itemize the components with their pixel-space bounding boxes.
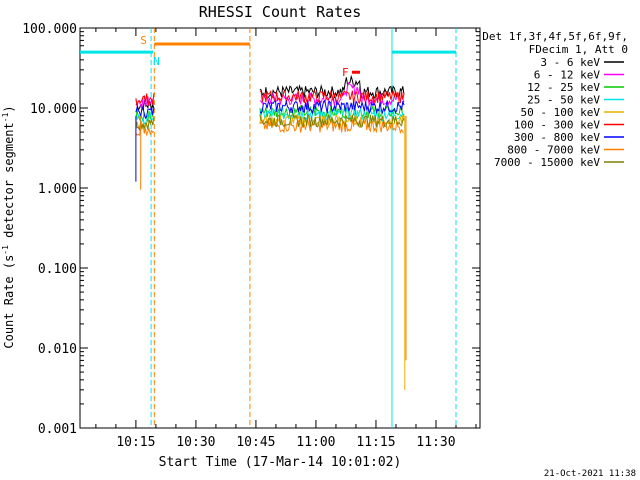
chart-title: RHESSI Count Rates — [199, 3, 362, 21]
legend-entry-label: 7000 - 15000 keV — [494, 156, 600, 169]
x-axis-label: Start Time (17-Mar-14 10:01:02) — [159, 455, 402, 470]
legend-entry-label: 3 - 6 keV — [540, 56, 600, 69]
trace-8 — [135, 124, 155, 137]
legend-entry-label: 100 - 300 keV — [514, 119, 600, 132]
flag-label: N — [153, 55, 160, 68]
timestamp: 21-Oct-2021 11:38 — [544, 469, 636, 479]
trace-8 — [259, 118, 404, 135]
legend-entry-label: 6 - 12 keV — [534, 69, 601, 82]
x-tick-label: 11:15 — [356, 435, 395, 450]
y-label-main: Count Rate (s — [2, 255, 16, 349]
y-label-sup: -1 — [1, 245, 10, 255]
y-label-sup2: -1 — [1, 112, 10, 122]
trace-7 — [135, 105, 155, 120]
trace-9 — [259, 113, 405, 129]
plot-frame — [79, 27, 481, 429]
legend-entry-label: 50 - 100 keV — [521, 106, 601, 119]
y-tick-label: 1.000 — [38, 182, 77, 197]
x-tick-label: 10:15 — [116, 435, 155, 450]
flag-label: F — [342, 66, 349, 79]
trace-7 — [259, 99, 405, 115]
legend-entry-label: 300 - 800 keV — [514, 131, 600, 144]
y-tick-label: 0.010 — [38, 342, 77, 357]
trace-6 — [135, 93, 155, 106]
legend: Det 1f,3f,4f,5f,6f,9f,FDecim 1, Att 03 -… — [482, 30, 628, 169]
x-tick-label: 11:00 — [296, 435, 335, 450]
trace-2 — [259, 81, 405, 107]
x-tick-label: 10:45 — [236, 435, 275, 450]
y-label-tail: detector segment — [2, 122, 16, 245]
y-tick-label: 0.100 — [38, 262, 77, 277]
y-tick-label: 10.000 — [30, 102, 77, 117]
x-tick-label: 10:30 — [176, 435, 215, 450]
y-tick-label: 0.001 — [38, 422, 77, 437]
y-axis-label: Count Rate (s-1 detector segment-1) — [1, 105, 16, 348]
x-tick-label: 11:30 — [416, 435, 455, 450]
legend-header-line: FDecim 1, Att 0 — [529, 43, 628, 56]
trace-9 — [135, 117, 155, 132]
legend-entry-label: 12 - 25 keV — [527, 81, 600, 94]
y-label-close: ) — [2, 105, 16, 112]
legend-entry-label: 800 - 7000 keV — [507, 144, 600, 157]
legend-entry-label: 25 - 50 keV — [527, 94, 600, 107]
flag-label: S — [140, 34, 147, 47]
legend-header-line: Det 1f,3f,4f,5f,6f,9f, — [482, 30, 628, 43]
trace-1 — [259, 74, 405, 100]
y-tick-label: 100.000 — [22, 22, 77, 37]
